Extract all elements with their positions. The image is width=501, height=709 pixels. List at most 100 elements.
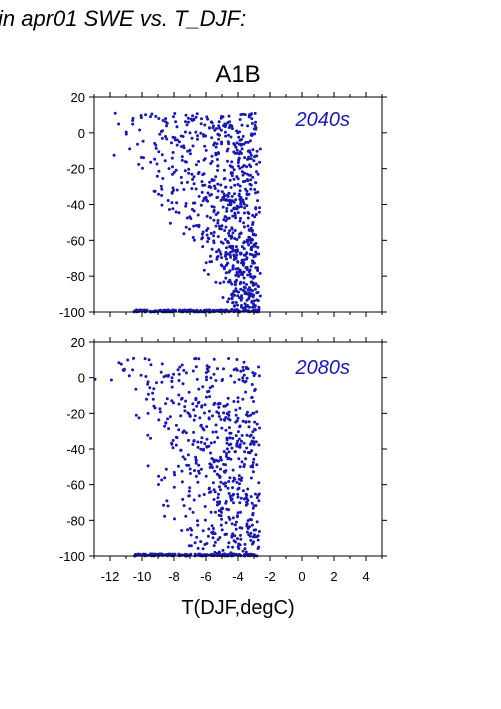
data-point xyxy=(245,446,249,450)
data-point xyxy=(212,218,216,222)
data-point xyxy=(249,442,252,446)
data-point xyxy=(220,308,224,312)
data-point xyxy=(224,250,228,254)
data-point xyxy=(172,170,176,174)
data-point xyxy=(190,172,194,176)
data-point xyxy=(212,460,216,464)
data-point xyxy=(188,215,192,219)
data-point xyxy=(177,140,181,144)
data-point xyxy=(178,365,182,369)
data-point xyxy=(205,378,208,382)
data-point xyxy=(239,231,243,235)
data-point xyxy=(247,235,251,239)
data-point xyxy=(236,164,240,168)
data-point xyxy=(238,189,242,193)
data-point xyxy=(167,167,171,171)
data-point xyxy=(198,416,202,420)
data-point xyxy=(250,280,254,284)
data-point xyxy=(180,480,184,484)
data-point xyxy=(137,162,141,166)
data-point xyxy=(214,510,217,514)
data-point xyxy=(253,420,257,424)
data-point xyxy=(230,226,234,230)
data-point xyxy=(252,283,256,287)
data-point xyxy=(213,187,217,190)
data-point xyxy=(214,145,218,149)
y-tick-label: 0 xyxy=(78,126,85,141)
data-point xyxy=(150,112,154,116)
data-point xyxy=(191,236,195,239)
data-point xyxy=(230,209,234,213)
data-point xyxy=(220,426,224,430)
data-point xyxy=(253,534,257,538)
data-point xyxy=(240,261,243,265)
data-point xyxy=(214,213,218,216)
x-tick-label: -2 xyxy=(264,569,276,584)
data-point xyxy=(234,367,238,371)
data-point xyxy=(206,117,210,121)
data-point xyxy=(246,487,250,491)
data-point xyxy=(157,483,160,486)
y-tick-label: 0 xyxy=(78,371,85,386)
data-point xyxy=(251,470,255,474)
data-point xyxy=(145,397,148,401)
data-point xyxy=(183,130,187,134)
data-point xyxy=(201,173,205,177)
data-point xyxy=(250,449,254,453)
data-point xyxy=(149,160,153,164)
data-point xyxy=(253,287,257,291)
data-point xyxy=(236,267,240,270)
data-point xyxy=(223,265,226,269)
data-point xyxy=(234,420,238,424)
data-point xyxy=(245,522,249,526)
data-point xyxy=(225,257,228,261)
data-point xyxy=(207,237,211,241)
data-point xyxy=(226,239,230,243)
data-point xyxy=(165,397,169,401)
data-point xyxy=(248,151,252,155)
data-point xyxy=(246,124,250,128)
data-point xyxy=(182,188,186,191)
data-point xyxy=(153,157,157,161)
data-point xyxy=(249,531,253,535)
data-point xyxy=(144,375,148,378)
data-point xyxy=(144,113,148,117)
data-point xyxy=(252,374,256,378)
data-point xyxy=(229,498,233,502)
data-point xyxy=(238,219,242,223)
data-point xyxy=(212,488,216,492)
data-point xyxy=(244,197,248,200)
data-point xyxy=(248,272,252,276)
data-point xyxy=(194,398,198,402)
data-point xyxy=(161,119,165,122)
data-point xyxy=(168,221,172,225)
data-point xyxy=(195,224,198,227)
data-point xyxy=(252,299,256,303)
data-point xyxy=(225,441,229,445)
data-point xyxy=(200,232,204,236)
data-point xyxy=(184,399,188,403)
data-point xyxy=(244,253,247,257)
data-point xyxy=(257,492,261,496)
data-point xyxy=(171,135,175,139)
data-point xyxy=(215,250,219,254)
data-point xyxy=(214,175,218,179)
data-point xyxy=(222,462,226,466)
data-point xyxy=(234,216,238,220)
data-point xyxy=(245,524,249,528)
data-point xyxy=(196,172,200,176)
data-point xyxy=(236,260,240,264)
data-point xyxy=(258,426,261,430)
data-point xyxy=(224,484,228,488)
data-point xyxy=(196,445,200,449)
data-point xyxy=(221,115,225,119)
data-point xyxy=(248,288,252,292)
data-point xyxy=(249,495,253,499)
data-point xyxy=(227,234,231,238)
data-point xyxy=(233,523,237,527)
data-point xyxy=(155,381,158,385)
data-point xyxy=(233,256,237,260)
data-point xyxy=(246,410,249,414)
data-point xyxy=(226,147,230,151)
data-point xyxy=(201,230,205,234)
